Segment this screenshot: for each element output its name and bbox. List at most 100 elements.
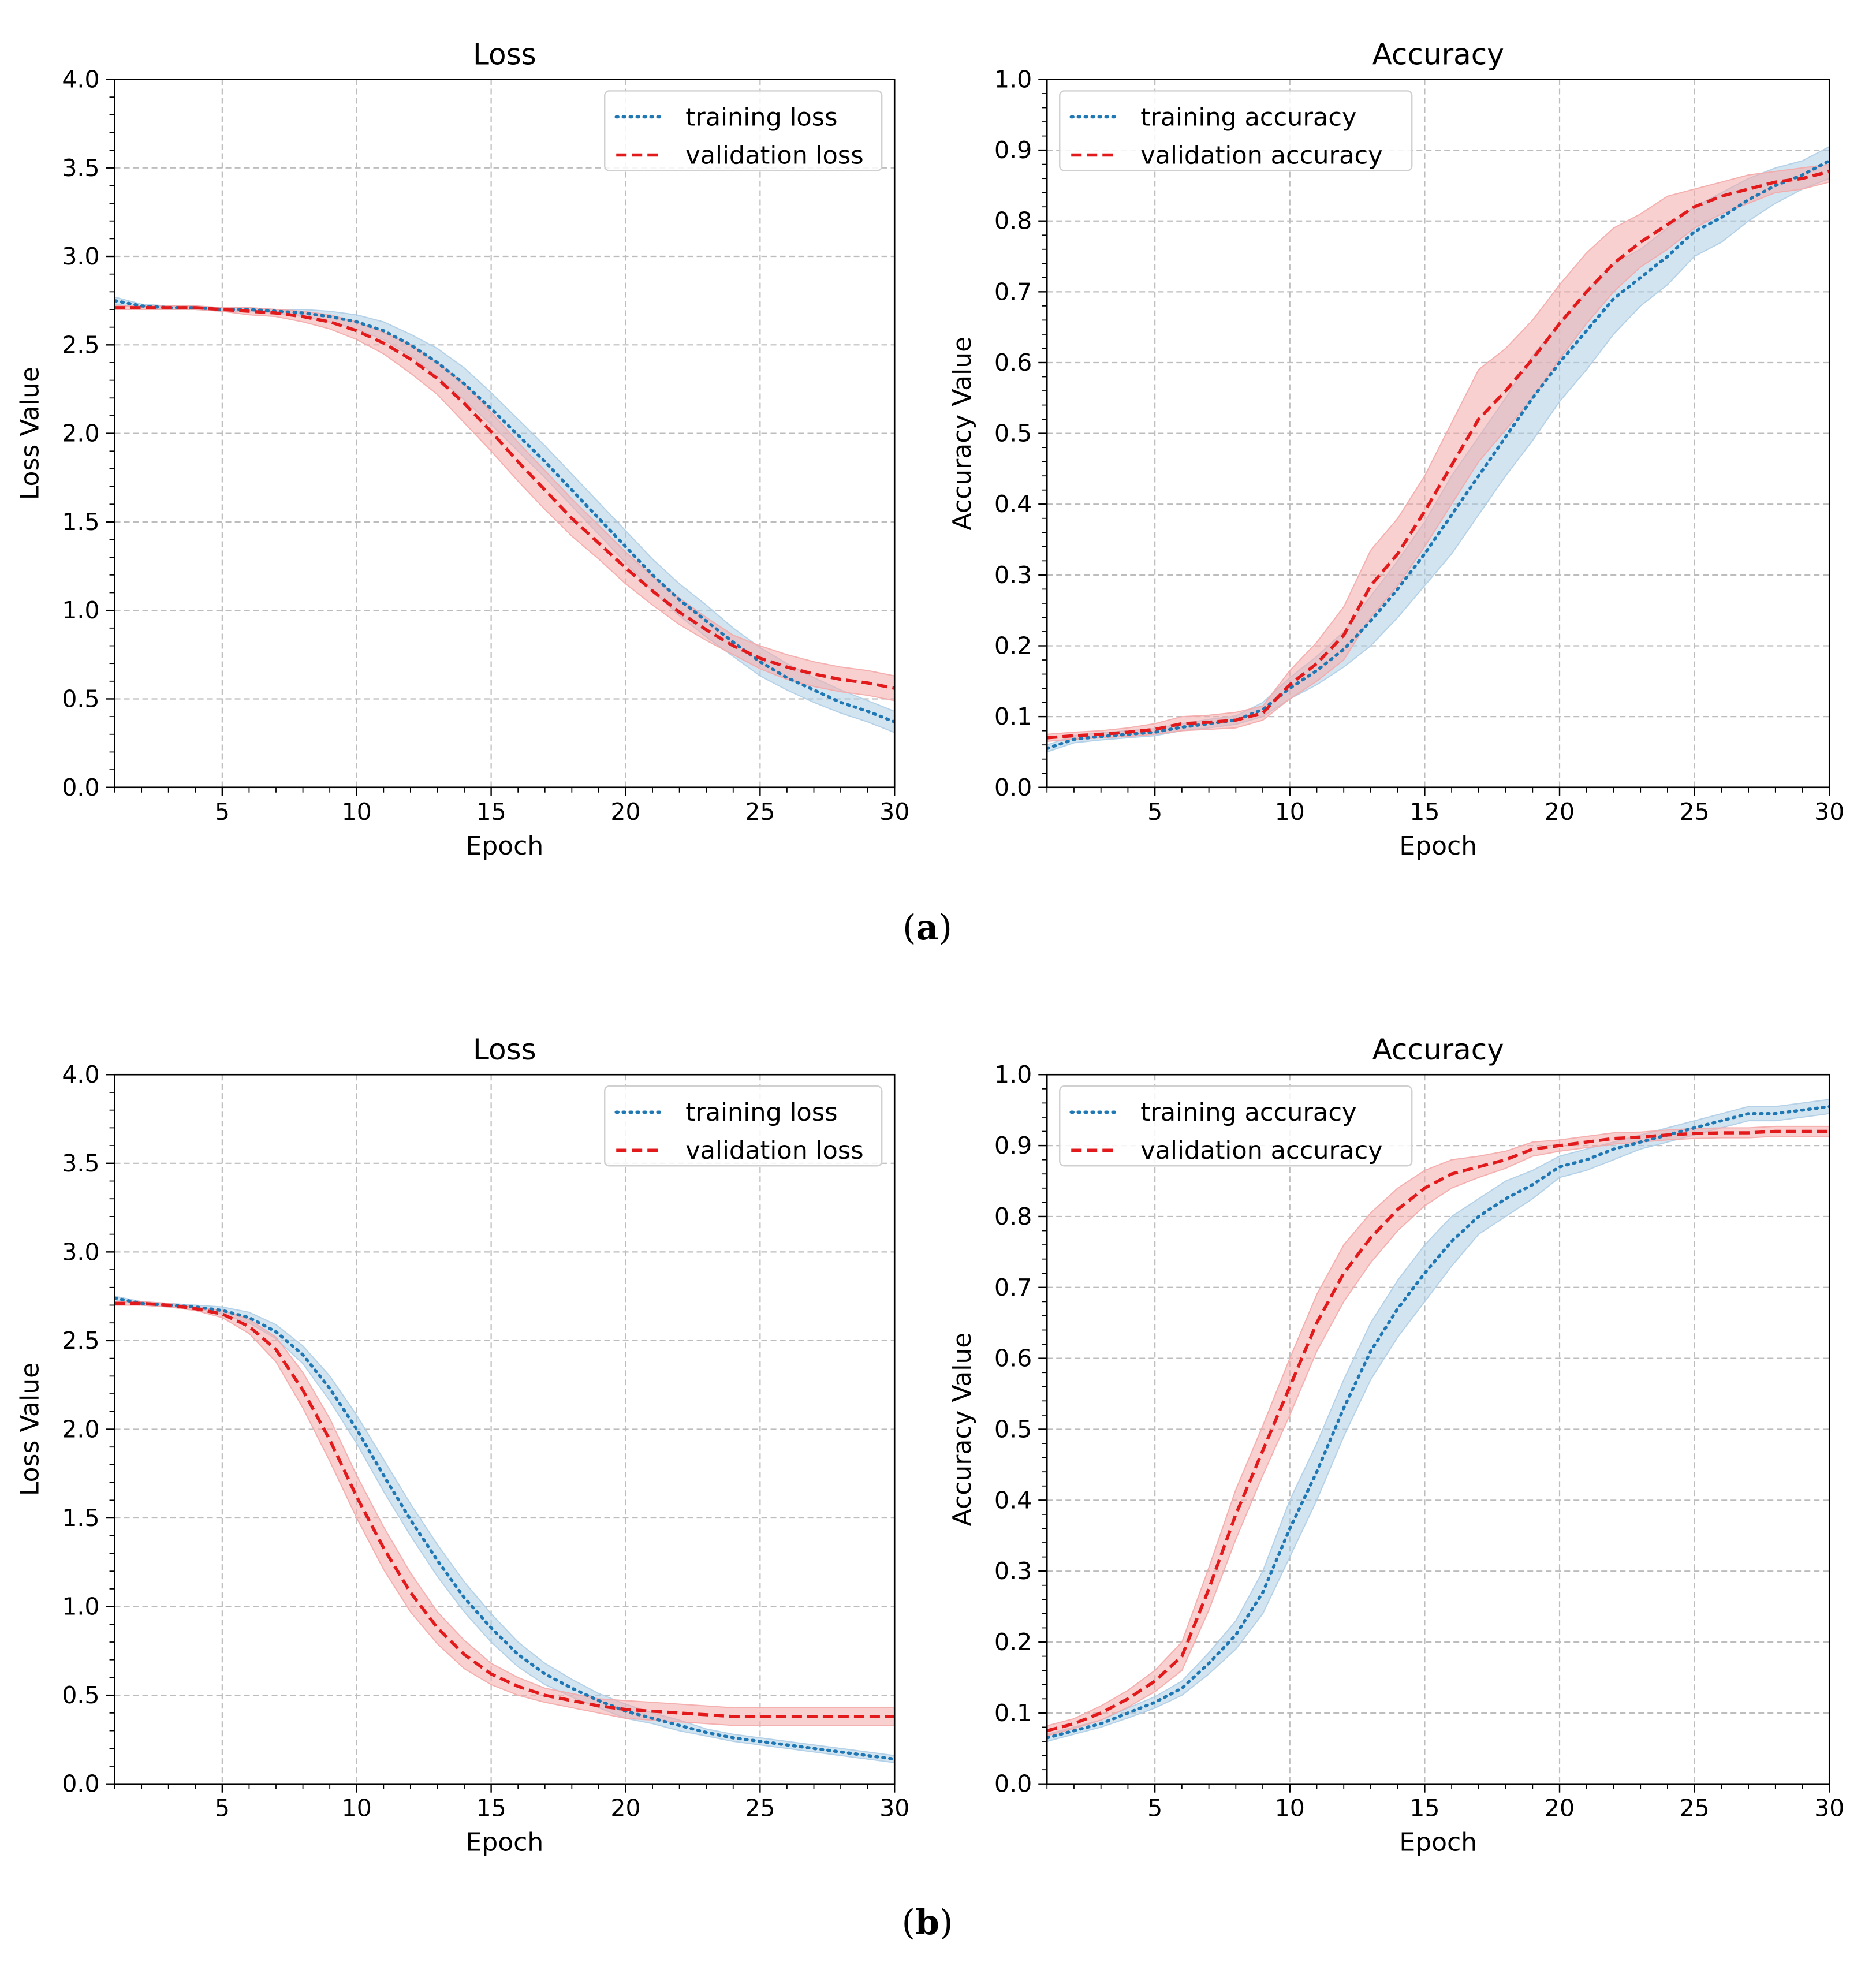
panel-a-loss-legend-label-0: training loss — [685, 103, 837, 132]
panel-b-loss-legend-label-1: validation loss — [685, 1136, 863, 1165]
panel-b-loss-xtick-label-2: 15 — [476, 1794, 506, 1822]
panel-b-accuracy-ytick-label-4: 0.4 — [994, 1486, 1032, 1514]
panel-a-loss-legend-box — [604, 90, 883, 171]
panel-a-accuracy-validation-accuracy-line — [1047, 170, 1830, 740]
panel-a-accuracy-chart: 5 10 15 20 25 30 0.0 0.1 0.2 0.3 0.4 0.5 0.6 0.7 0.8 0.… — [948, 38, 1844, 860]
panel-a-accuracy-ytick-label-2: 0.2 — [994, 632, 1032, 659]
panel-b-accuracy-xtick-label-2: 15 — [1409, 1794, 1439, 1822]
panel-a-accuracy-ytick-label-0: 0.0 — [994, 774, 1032, 801]
panel-a-accuracy-training-accuracy-line — [1047, 159, 1830, 751]
panel-a-accuracy-ytick-label-7: 0.7 — [994, 278, 1032, 305]
panel-b-accuracy-ytick-label-5: 0.5 — [994, 1415, 1032, 1443]
panel-a-accuracy-data — [1047, 145, 1830, 753]
panel-b-accuracy-data — [1047, 1099, 1830, 1743]
panel-b-loss-ytick-label-8: 4.0 — [62, 1061, 99, 1088]
panel-b-accuracy-xtick-label-0: 5 — [1147, 1794, 1162, 1822]
panel-a-accuracy-xlabel: Epoch — [1399, 831, 1477, 861]
panel-b-accuracy-ytick-label-8: 0.8 — [994, 1203, 1032, 1230]
panel-b-accuracy-legend-box — [1059, 1085, 1413, 1167]
panel-b-loss-xlabel: Epoch — [466, 1828, 544, 1857]
panel-b-loss-ytick-label-3: 1.5 — [62, 1504, 99, 1532]
panel-b-accuracy-training-accuracy-line — [1047, 1105, 1830, 1740]
panel-a-accuracy-legend-box — [1059, 90, 1413, 171]
panel-b-loss-ylabel: Loss Value — [16, 1363, 45, 1496]
panel-a-loss-xtick-label-0: 5 — [215, 798, 230, 826]
panel-a-accuracy-validation-accuracy-band — [1047, 163, 1830, 742]
panel-a-accuracy-ylabel: Accuracy Value — [948, 337, 977, 531]
panel-b-loss-xtick-label-5: 30 — [879, 1794, 909, 1822]
panel-b-accuracy-xtick-label-4: 25 — [1680, 1794, 1710, 1822]
panel-b-loss-ytick-label-7: 3.5 — [62, 1150, 99, 1177]
panel-a-loss-xtick-label-1: 10 — [342, 798, 372, 826]
panel-a-accuracy-ytick-label-9: 0.9 — [994, 136, 1032, 164]
panel-a-accuracy-title: Accuracy — [1372, 38, 1504, 71]
caption-a-letter: a — [916, 908, 939, 948]
panel-b-loss-legend-label-0: training loss — [685, 1098, 837, 1127]
panel-a-accuracy-legend: training accuracy validation accuracy — [1059, 90, 1413, 171]
panel-a-loss-legend-label-1: validation loss — [685, 141, 863, 170]
panel-b-accuracy-ytick-label-9: 0.9 — [994, 1132, 1032, 1159]
charts-layer: 5 10 15 20 25 30 0.0 0.5 1.0 1.5 2.0 2.5 3.0 3.5 4.0 Lo… — [16, 38, 1845, 1857]
panel-a-accuracy-xtick-label-1: 10 — [1275, 798, 1305, 826]
panel-a-loss-ytick-label-5: 2.5 — [62, 331, 99, 359]
caption-b-close: ) — [939, 1902, 953, 1943]
panel-a-accuracy-legend-label-1: validation accuracy — [1140, 141, 1382, 170]
caption-b: (b) — [812, 1902, 1043, 1943]
panel-b-loss-training-loss-line — [114, 1296, 895, 1761]
panel-a-loss-ytick-label-8: 4.0 — [62, 65, 99, 93]
panel-a-loss-xtick-label-3: 20 — [610, 798, 640, 826]
panel-b-accuracy-validation-accuracy-line — [1047, 1129, 1830, 1733]
caption-a-close: ) — [938, 908, 952, 948]
panel-a-loss-xlabel: Epoch — [466, 831, 544, 861]
panel-b-loss-ytick-label-5: 2.5 — [62, 1327, 99, 1355]
panel-a-loss-ytick-label-2: 1.0 — [62, 596, 99, 624]
panel-b-accuracy-xlabel: Epoch — [1399, 1828, 1477, 1857]
panel-b-accuracy-validation-accuracy-band — [1047, 1125, 1830, 1737]
panel-b-accuracy-ytick-label-7: 0.7 — [994, 1274, 1032, 1301]
panel-b-loss-ytick-label-0: 0.0 — [62, 1770, 99, 1798]
panel-a-accuracy-ytick-label-5: 0.5 — [994, 420, 1032, 447]
panel-b-accuracy-legend-label-0: training accuracy — [1140, 1098, 1356, 1127]
panel-a-accuracy-xtick-label-5: 30 — [1814, 798, 1844, 826]
panel-a-loss-validation-loss-line — [114, 306, 895, 690]
panel-b-accuracy-ytick-label-1: 0.1 — [994, 1699, 1032, 1727]
panel-a-accuracy-ytick-label-4: 0.4 — [994, 490, 1032, 518]
panel-a-loss-ytick-label-6: 3.0 — [62, 242, 99, 270]
panel-a-accuracy-ytick-label-1: 0.1 — [994, 703, 1032, 730]
panel-a-loss-ytick-label-4: 2.0 — [62, 420, 99, 447]
panel-a-accuracy-ytick-label-3: 0.3 — [994, 561, 1032, 589]
panel-a-accuracy-ytick-label-8: 0.8 — [994, 207, 1032, 235]
panel-a-loss-ytick-label-0: 0.0 — [62, 774, 99, 801]
panel-a-loss-ytick-label-7: 3.5 — [62, 154, 99, 182]
panel-b-loss-legend-box — [604, 1085, 883, 1167]
panel-a-loss-chart: 5 10 15 20 25 30 0.0 0.5 1.0 1.5 2.0 2.5 3.0 3.5 4.0 Lo… — [16, 38, 910, 860]
panel-a-accuracy-legend-label-0: training accuracy — [1140, 103, 1356, 132]
caption-a-open: ( — [902, 908, 916, 948]
panel-a-accuracy-ytick-label-10: 1.0 — [994, 65, 1032, 93]
panel-b-loss-legend: training loss validation loss — [604, 1085, 883, 1167]
panel-b-accuracy-legend: training accuracy validation accuracy — [1059, 1085, 1413, 1167]
panel-b-loss-title: Loss — [473, 1033, 536, 1066]
panel-a-loss-xtick-label-5: 30 — [879, 798, 909, 826]
panel-a-loss-xtick-label-4: 25 — [745, 798, 775, 826]
panel-b-accuracy-training-accuracy-band — [1047, 1099, 1830, 1743]
panel-b-loss-xtick-label-4: 25 — [745, 1794, 775, 1822]
panel-b-loss-ytick-label-4: 2.0 — [62, 1415, 99, 1443]
panel-b-accuracy-title: Accuracy — [1372, 1033, 1504, 1066]
panel-b-accuracy-xtick-label-3: 20 — [1545, 1794, 1575, 1822]
caption-a: (a) — [812, 908, 1043, 948]
panel-a-accuracy-xtick-label-3: 20 — [1545, 798, 1575, 826]
caption-b-open: ( — [901, 1902, 916, 1943]
panel-b-accuracy-ytick-label-3: 0.3 — [994, 1557, 1032, 1585]
panel-a-accuracy-xtick-label-0: 5 — [1147, 798, 1162, 826]
panel-b-accuracy-ytick-label-6: 0.6 — [994, 1345, 1032, 1372]
panel-b-loss-ytick-label-6: 3.0 — [62, 1238, 99, 1266]
panel-a-loss-ylabel: Loss Value — [16, 367, 45, 500]
panel-b-accuracy-ytick-label-0: 0.0 — [994, 1770, 1032, 1798]
panel-b-accuracy-ytick-label-2: 0.2 — [994, 1628, 1032, 1656]
panel-a-accuracy-xtick-label-4: 25 — [1680, 798, 1710, 826]
caption-b-letter: b — [915, 1902, 939, 1943]
panel-a-loss-title: Loss — [473, 38, 536, 71]
panel-a-loss-ytick-label-3: 1.5 — [62, 508, 99, 536]
